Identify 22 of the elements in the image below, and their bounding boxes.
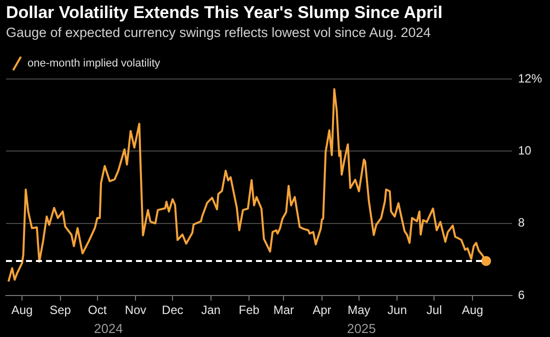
y-tick-label: 8 (518, 216, 525, 230)
text: 2025 (346, 321, 376, 336)
x-tick-label: Nov (124, 303, 146, 318)
y-tick-label: 12% (518, 71, 542, 86)
x-tick-label: Mar (273, 303, 294, 318)
x-tick-label: Jul (426, 303, 442, 318)
chart-title: Dollar Volatility Extends This Year's Slump Since April (6, 3, 442, 23)
x-tick-label: Sep (50, 303, 72, 318)
x-tick-label: Feb (238, 303, 260, 318)
x-tick-label: Apr (312, 303, 332, 318)
x-tick-label: May (348, 303, 370, 318)
y-tick-label: 6 (518, 288, 525, 302)
x-tick-label: Jun (388, 303, 407, 318)
x-tick-label: Jan (201, 303, 221, 318)
y-tick-label: 10 (518, 144, 532, 158)
x-tick-label: Aug (11, 303, 33, 318)
x-tick-label: Aug (462, 303, 484, 318)
chart-subtitle: Gauge of expected currency swings reflects lowest vol since Aug. 2024 (6, 25, 431, 40)
legend-label: one-month implied volatility (28, 58, 161, 70)
x-tick-label: Oct (88, 303, 108, 318)
text: 2024 (94, 321, 123, 336)
x-tick-label: Dec (162, 303, 184, 318)
